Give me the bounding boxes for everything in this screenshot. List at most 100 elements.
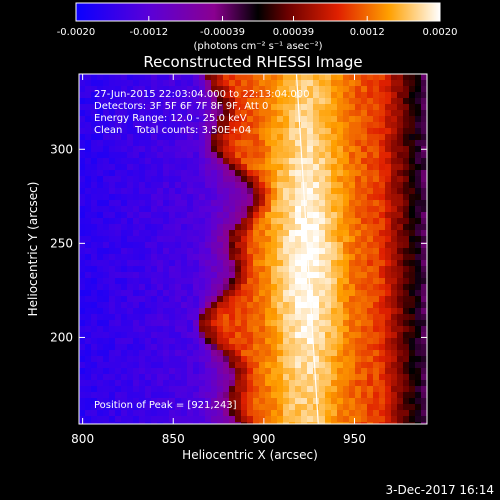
heatmap-cell xyxy=(169,296,176,303)
heatmap-cell xyxy=(79,398,86,405)
heatmap-cell xyxy=(421,362,427,369)
heatmap-cell xyxy=(127,74,134,81)
heatmap-cell xyxy=(199,224,206,231)
heatmap-cell xyxy=(289,146,296,153)
heatmap-cell xyxy=(181,290,188,297)
heatmap-cell xyxy=(391,74,398,81)
heatmap-cell xyxy=(133,368,140,375)
heatmap-cell xyxy=(157,200,164,207)
heatmap-cell xyxy=(91,74,98,81)
heatmap-cell xyxy=(331,194,338,201)
heatmap-cell xyxy=(331,206,338,213)
heatmap-cell xyxy=(367,404,374,411)
heatmap-cell xyxy=(199,380,206,387)
heatmap-cell xyxy=(115,182,122,189)
heatmap-cell xyxy=(199,236,206,243)
heatmap-cell xyxy=(331,410,338,417)
heatmap-cell xyxy=(403,266,410,273)
heatmap-cell xyxy=(283,350,290,357)
heatmap-cell xyxy=(403,338,410,345)
heatmap-cell xyxy=(355,188,362,195)
heatmap-cell xyxy=(181,212,188,219)
heatmap-cell xyxy=(367,176,374,183)
heatmap-cell xyxy=(337,170,344,177)
heatmap-cell xyxy=(373,368,380,375)
heatmap-cell xyxy=(385,308,392,315)
heatmap-cell xyxy=(223,164,230,171)
heatmap-cell xyxy=(343,344,350,351)
heatmap-cell xyxy=(109,212,116,219)
heatmap-cell xyxy=(283,332,290,339)
heatmap-cell xyxy=(211,314,218,321)
heatmap-cell xyxy=(421,122,427,129)
heatmap-cell xyxy=(355,182,362,189)
heatmap-cell xyxy=(115,350,122,357)
colorbar-tick-label: 0.0012 xyxy=(350,27,385,38)
heatmap-cell xyxy=(415,212,422,219)
heatmap-cell xyxy=(211,326,218,333)
heatmap-cell xyxy=(79,284,86,291)
heatmap-cell xyxy=(385,326,392,333)
heatmap-cell xyxy=(127,86,134,93)
heatmap-cell xyxy=(235,152,242,159)
heatmap-cell xyxy=(247,200,254,207)
heatmap-cell xyxy=(199,248,206,255)
heatmap-cell xyxy=(145,392,152,399)
heatmap-cell xyxy=(403,158,410,165)
heatmap-cell xyxy=(193,236,200,243)
heatmap-cell xyxy=(223,224,230,231)
heatmap-cell xyxy=(349,182,356,189)
heatmap-cell xyxy=(313,332,320,339)
heatmap-cell xyxy=(115,404,122,411)
heatmap-cell xyxy=(331,266,338,273)
heatmap-cell xyxy=(295,176,302,183)
heatmap-cell xyxy=(241,260,248,267)
heatmap-cell xyxy=(283,146,290,153)
heatmap-cell xyxy=(403,320,410,327)
heatmap-cell xyxy=(277,374,284,381)
heatmap-cell xyxy=(379,80,386,87)
heatmap-cell xyxy=(97,392,104,399)
heatmap-cell xyxy=(373,290,380,297)
heatmap-cell xyxy=(229,314,236,321)
info-line-3: Clean Total counts: 3.50E+04 xyxy=(94,125,251,136)
heatmap-cell xyxy=(181,140,188,147)
heatmap-cell xyxy=(97,176,104,183)
heatmap-cell xyxy=(397,146,404,153)
heatmap-cell xyxy=(271,194,278,201)
heatmap-cell xyxy=(217,116,224,123)
heatmap-cell xyxy=(229,212,236,219)
heatmap-cell xyxy=(103,92,110,99)
heatmap-cell xyxy=(415,200,422,207)
heatmap-cell xyxy=(253,368,260,375)
heatmap-cell xyxy=(121,92,128,99)
heatmap-cell xyxy=(247,296,254,303)
heatmap-cell xyxy=(109,350,116,357)
heatmap-cell xyxy=(223,200,230,207)
heatmap-cell xyxy=(241,404,248,411)
heatmap-cell xyxy=(301,86,308,93)
heatmap-cell xyxy=(229,134,236,141)
heatmap-cell xyxy=(379,332,386,339)
heatmap-cell xyxy=(235,380,242,387)
heatmap-cell xyxy=(91,350,98,357)
heatmap-cell xyxy=(85,194,92,201)
heatmap-cell xyxy=(229,380,236,387)
heatmap-cell xyxy=(367,206,374,213)
heatmap-cell xyxy=(397,416,404,423)
heatmap-cell xyxy=(283,194,290,201)
heatmap-cell xyxy=(277,356,284,363)
heatmap-cell xyxy=(139,254,146,261)
heatmap-cell xyxy=(109,140,116,147)
chart-title: Reconstructed RHESSI Image xyxy=(143,53,362,71)
heatmap-cell xyxy=(367,242,374,249)
heatmap-cell xyxy=(91,248,98,255)
heatmap-cell xyxy=(133,350,140,357)
heatmap-cell xyxy=(85,110,92,117)
heatmap-cell xyxy=(385,338,392,345)
heatmap-cell xyxy=(199,188,206,195)
heatmap-cell xyxy=(385,206,392,213)
heatmap-cell xyxy=(217,362,224,369)
heatmap-cell xyxy=(397,362,404,369)
heatmap-cell xyxy=(301,254,308,261)
